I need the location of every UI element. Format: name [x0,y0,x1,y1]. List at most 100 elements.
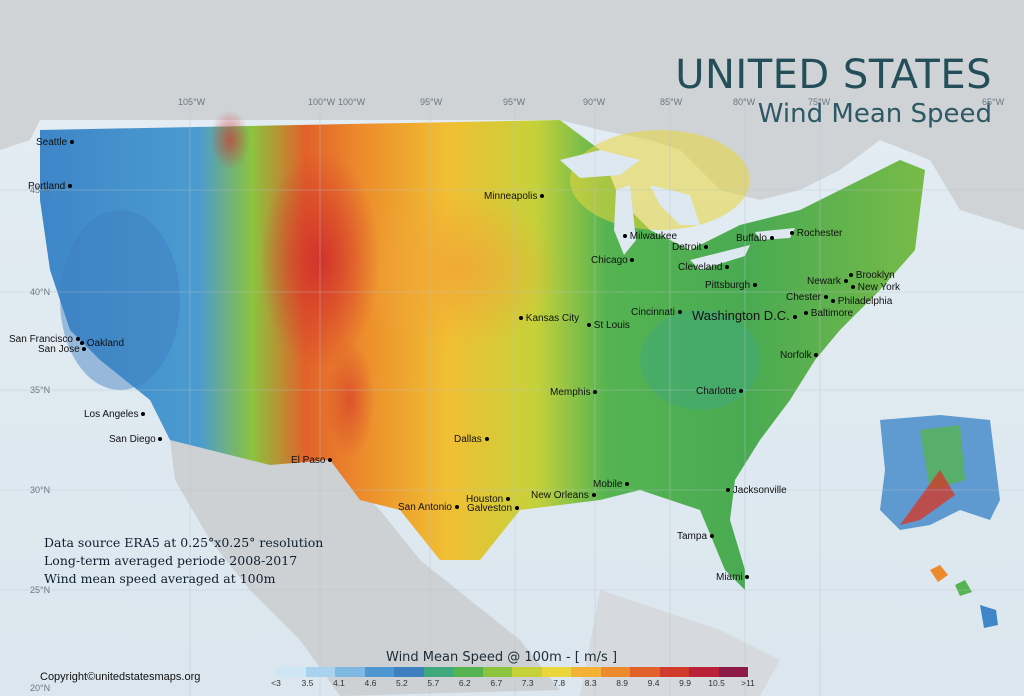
city-san-diego: San Diego [109,434,163,446]
city-label: San Francisco [9,334,73,345]
city-houston: Houston [466,494,511,506]
city-baltimore: Baltimore [804,308,853,320]
legend-swatch [630,667,660,677]
longitude-label: 90°W [583,97,606,107]
legend-tick-label: 6.2 [458,678,471,688]
city-label: Cincinnati [631,307,675,318]
city-label: New York [857,282,901,293]
legend-swatch [394,667,424,677]
city-buffalo: Buffalo [736,233,774,245]
legend-tick-label: 6.7 [490,678,503,688]
city-label: Tampa [677,531,708,542]
city-seattle: Seattle [36,137,74,149]
city-galveston: Galveston [467,503,519,515]
city-dot [514,506,519,511]
city-dot [484,437,489,442]
city-label: Pittsburgh [705,280,751,291]
city-label: Buffalo [736,233,767,244]
legend-tick-label: 4.1 [333,678,345,688]
longitude-label: 105°W [178,97,206,107]
city-label: Brooklyn [855,270,895,281]
legend-tick-label: <3 [271,678,281,688]
city-label: Memphis [550,387,591,398]
city-label: Houston [466,494,504,505]
city-jacksonville: Jacksonville [726,485,787,497]
legend-swatch [659,667,689,677]
city-dot [709,534,714,539]
city-dot [82,347,87,352]
city-label: Dallas [454,434,482,445]
city-st-louis: St Louis [587,320,630,332]
legend-tick-label: 10.5 [708,678,725,688]
city-dot [725,265,730,270]
legend-tick-label: 7.3 [521,678,534,688]
city-el-paso: El Paso [291,455,333,467]
city-pittsburgh: Pittsburgh [705,280,757,292]
city-dot [790,231,794,236]
legend-swatch [541,667,571,677]
city-dot [328,458,333,463]
longitude-label: 65°W [982,97,1005,107]
city-washington-d-c: Washington D.C. [692,308,798,323]
city-dot [849,273,853,278]
city-cleveland: Cleveland [678,262,730,274]
legend-swatch [482,667,512,677]
city-dot [80,341,84,346]
city-label: Galveston [467,503,513,514]
city-label: Milwaukee [629,231,678,242]
city-dot [823,295,828,300]
city-cincinnati: Cincinnati [631,307,682,319]
map-title: UNITED STATES [675,52,992,98]
city-label: Newark [807,276,841,287]
legend-ticks: <3 3.5 4.1 4.6 5.2 5.7 6.2 6.7 7.3 7.8 8.3 8.9 9.4 9.… [271,678,755,690]
legend-tick-label: 9.9 [679,678,691,688]
city-san-jose: San Jose [38,344,87,356]
city-dot [793,314,798,319]
city-dot [540,194,545,199]
city-label: Detroit [672,242,702,253]
city-portland: Portland [28,181,73,193]
city-oakland: Oakland [80,338,124,350]
city-dot [843,279,848,284]
legend-swatch [512,667,542,677]
city-label: Kansas City [525,313,580,324]
city-dot [587,323,591,328]
longitude-label: 95°W [420,97,443,107]
city-label: Chester [786,292,822,303]
city-dot [625,482,630,487]
legend-swatch [305,667,335,677]
city-philadelphia: Philadelphia [831,296,892,308]
city-label: San Antonio [398,502,452,513]
city-chicago: Chicago [591,255,635,267]
legend-swatch [453,667,483,677]
longitude-label: 100°W [308,97,336,107]
legend-title: Wind Mean Speed @ 100m - [ m/s ] [386,650,618,665]
info-line: Data source ERA5 at 0.25°x0.25° resoluti… [44,535,324,550]
info-line: Long-term averaged periode 2008-2017 [44,553,298,568]
city-label: Washington D.C. [692,308,790,323]
city-label: Seattle [36,137,68,148]
city-dot [769,236,774,241]
city-miami: Miami [716,572,750,584]
city-dot [519,316,523,321]
city-kansas-city: Kansas City [519,313,579,325]
city-dot [745,575,750,580]
city-label: San Jose [38,344,80,355]
legend-swatch [600,667,630,677]
city-label: Oakland [86,338,125,349]
city-chester: Chester [786,292,828,304]
latitude-label: 30°N [30,485,51,495]
city-label: Chicago [591,255,628,266]
legend-tick-label: 5.7 [427,678,440,688]
city-dot [68,184,73,189]
longitude-label: 85°W [660,97,683,107]
city-label: Cleveland [678,262,723,273]
city-label: Mobile [593,479,623,490]
city-dot [726,488,730,493]
city-dot [831,299,835,304]
city-dot [804,311,808,316]
city-label: Portland [28,181,66,192]
city-norfolk: Norfolk [780,350,819,362]
legend-color-bar [276,667,748,677]
city-label: Jacksonville [732,485,787,496]
